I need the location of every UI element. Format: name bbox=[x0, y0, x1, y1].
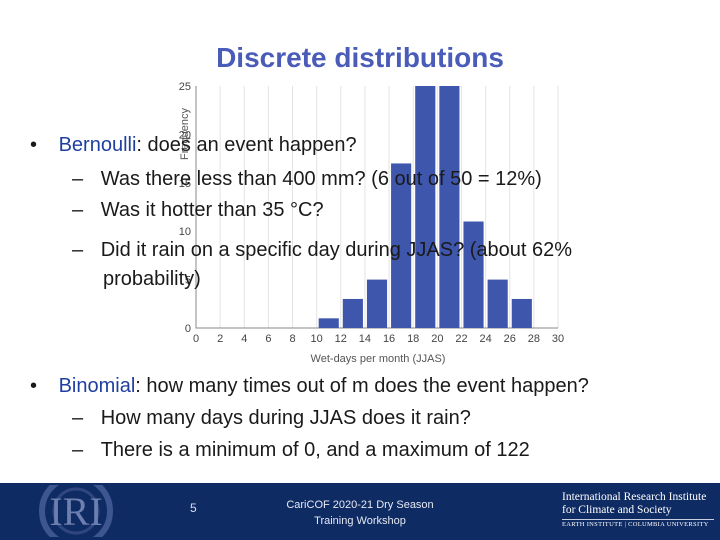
event-line-2: Training Workshop bbox=[314, 515, 406, 527]
slide-title: Discrete distributions bbox=[216, 42, 504, 73]
sub-bullet-continuation: probability) bbox=[103, 268, 201, 290]
chart-y-axis-label: Frequency bbox=[179, 108, 191, 160]
slide-footer: IRI 5 CariCOF 2020-21 Dry Season Trainin… bbox=[0, 483, 720, 540]
sub-bullet-text: There is a minimum of 0, and a maximum o… bbox=[100, 439, 530, 461]
iri-logo-text: IRI bbox=[49, 489, 102, 534]
histogram-bar bbox=[366, 279, 388, 328]
x-tick-label: 12 bbox=[335, 333, 347, 345]
x-tick-label: 6 bbox=[265, 333, 271, 345]
y-tick-label: 0 bbox=[185, 323, 191, 335]
y-tick-label: 25 bbox=[179, 81, 191, 93]
sub-bullet-text: How many days during JJAS does it rain? bbox=[100, 407, 471, 429]
institution-line-2: for Climate and Society bbox=[562, 504, 672, 516]
x-tick-label: 24 bbox=[479, 333, 491, 345]
dash-marker: – bbox=[72, 407, 84, 429]
dash-marker: – bbox=[72, 439, 84, 461]
histogram-bar bbox=[318, 318, 339, 328]
histogram-bar bbox=[511, 298, 532, 328]
x-tick-label: 14 bbox=[359, 333, 371, 345]
histogram-bar bbox=[391, 163, 412, 328]
histogram-bar bbox=[487, 279, 508, 328]
y-tick-label: 15 bbox=[179, 178, 191, 190]
bullet-heading: Binomial bbox=[58, 375, 136, 397]
histogram-bar bbox=[463, 221, 484, 328]
slide-number: 5 bbox=[190, 501, 197, 515]
bullet-heading: Bernoulli bbox=[58, 134, 137, 156]
x-tick-label: 30 bbox=[552, 333, 564, 345]
chart-x-axis-label: Wet-days per month (JJAS) bbox=[311, 353, 446, 365]
y-tick-label: 10 bbox=[179, 226, 191, 238]
bullet-marker: • bbox=[30, 134, 38, 156]
bullet-text: : does an event happen? bbox=[136, 134, 357, 156]
institution-logo: International Research Institute for Cli… bbox=[562, 491, 714, 528]
sub-bullet: – There is a minimum of 0, and a maximum… bbox=[72, 439, 530, 462]
institution-line-3: EARTH INSTITUTE | COLUMBIA UNIVERSITY bbox=[562, 519, 714, 528]
x-tick-label: 0 bbox=[193, 333, 199, 345]
dash-marker: – bbox=[72, 168, 84, 190]
bullet-marker: • bbox=[30, 375, 38, 397]
sub-bullet-text: Was it hotter than 35 °C? bbox=[100, 199, 324, 221]
x-tick-label: 28 bbox=[528, 333, 540, 345]
bullet-bernoulli: • Bernoulli: does an event happen? bbox=[30, 134, 357, 157]
x-tick-label: 4 bbox=[241, 333, 247, 345]
x-tick-label: 26 bbox=[504, 333, 516, 345]
x-tick-label: 2 bbox=[217, 333, 223, 345]
bullet-binomial: • Binomial: how many times out of m does… bbox=[30, 375, 589, 398]
sub-bullet: – Was it hotter than 35 °C? bbox=[72, 199, 324, 222]
dash-marker: – bbox=[72, 239, 84, 261]
event-line-1: CariCOF 2020-21 Dry Season bbox=[286, 499, 434, 511]
institution-line-1: International Research Institute bbox=[562, 491, 707, 503]
y-tick-label: 5 bbox=[185, 275, 191, 287]
x-tick-label: 8 bbox=[289, 333, 295, 345]
x-tick-label: 22 bbox=[455, 333, 467, 345]
sub-bullet: – Was there less than 400 mm? (6 out of … bbox=[72, 168, 542, 191]
histogram-bar bbox=[415, 86, 436, 328]
histogram-bar bbox=[439, 86, 460, 328]
sub-bullet: – Did it rain on a specific day during J… bbox=[72, 239, 572, 262]
x-tick-label: 18 bbox=[407, 333, 419, 345]
dash-marker: – bbox=[72, 199, 84, 221]
x-tick-label: 16 bbox=[383, 333, 395, 345]
x-tick-label: 10 bbox=[311, 333, 323, 345]
x-tick-label: 20 bbox=[431, 333, 443, 345]
event-name: CariCOF 2020-21 Dry Season Training Work… bbox=[270, 497, 450, 529]
histogram-bar bbox=[342, 298, 363, 328]
sub-bullet-text: Did it rain on a specific day during JJA… bbox=[100, 239, 573, 261]
iri-logo-icon: IRI bbox=[39, 485, 113, 537]
y-tick-label: 20 bbox=[179, 129, 191, 141]
chart-axis-frame bbox=[195, 86, 558, 329]
sub-bullet: – How many days during JJAS does it rain… bbox=[72, 407, 471, 430]
sub-bullet-text: Was there less than 400 mm? (6 out of 50… bbox=[100, 168, 542, 190]
bullet-text: : how many times out of m does the event… bbox=[135, 375, 589, 397]
